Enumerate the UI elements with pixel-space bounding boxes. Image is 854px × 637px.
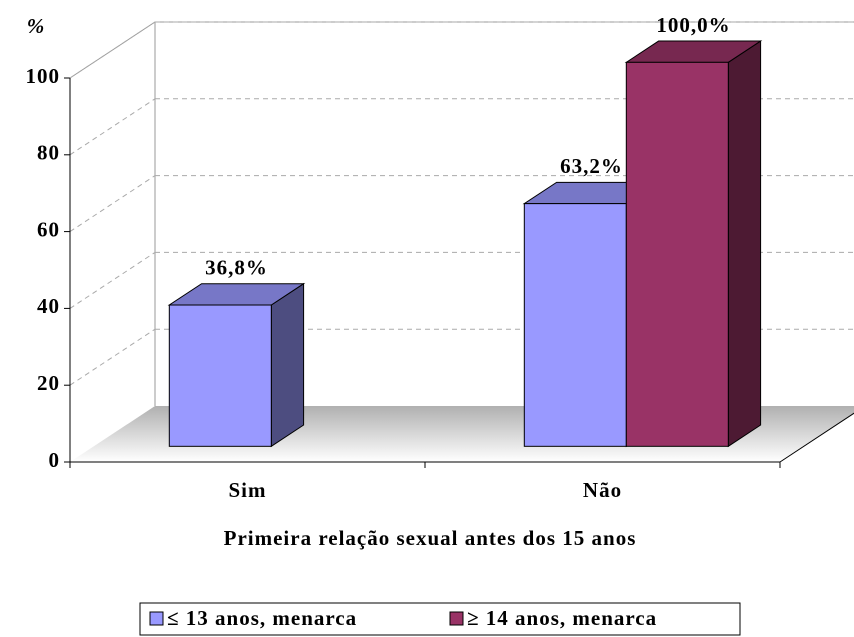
grid-line	[69, 328, 156, 386]
legend-swatch	[449, 611, 464, 626]
legend-label: ≤ 13 anos, menarca	[167, 606, 357, 630]
data-label: 100,0%	[656, 13, 730, 37]
grid-line	[69, 98, 156, 156]
x-tick-label: Sim	[228, 478, 266, 502]
y-axis-label: %	[27, 14, 46, 38]
y-tick-label: 60	[37, 217, 60, 241]
legend-label: ≥ 14 anos, menarca	[467, 606, 657, 630]
grid-line	[69, 251, 156, 309]
legend-swatch	[149, 611, 164, 626]
y-tick-label: 100	[26, 64, 61, 88]
grid-line	[69, 21, 156, 79]
floor-right-edge	[779, 412, 854, 463]
x-tick-label: Não	[583, 478, 622, 502]
bar-side	[727, 40, 762, 448]
bar-side	[270, 282, 305, 448]
grid-line	[69, 175, 156, 233]
y-tick-label: 20	[37, 371, 60, 395]
bar	[168, 304, 272, 447]
y-tick-label: 40	[37, 294, 60, 318]
bar	[523, 203, 627, 447]
data-label: 36,8%	[205, 256, 268, 280]
data-label: 63,2%	[560, 154, 623, 178]
y-tick-label: 80	[37, 141, 60, 165]
bar	[625, 61, 729, 447]
y-tick-label: 0	[49, 448, 61, 472]
x-axis-title: Primeira relação sexual antes dos 15 ano…	[224, 526, 637, 550]
legend-box	[139, 602, 741, 636]
